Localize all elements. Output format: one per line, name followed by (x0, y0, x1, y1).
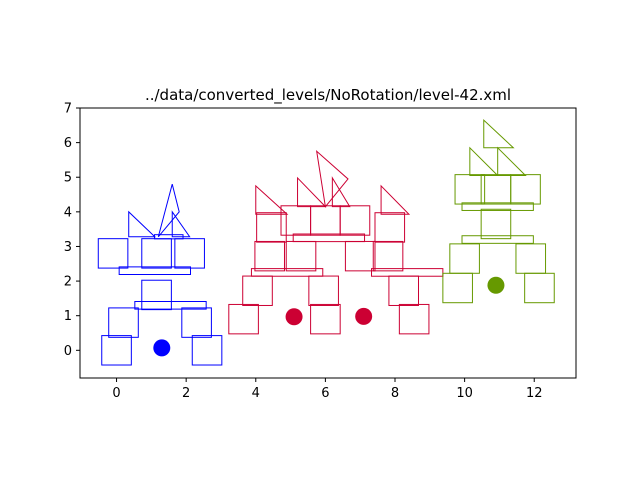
blue-square-block (108, 307, 139, 338)
red-square-block (388, 275, 419, 306)
red-square-block (344, 240, 376, 272)
x-tick-label: 8 (391, 386, 399, 401)
red-bar-block (250, 268, 324, 277)
green-square-block (480, 174, 512, 205)
red-triangle-block (297, 176, 327, 208)
red-square-block (254, 240, 285, 272)
y-tick-label: 1 (64, 309, 72, 324)
green-triangle-block (497, 146, 527, 176)
blue-bar-block (118, 266, 192, 275)
blue-bar-block (134, 301, 207, 310)
y-tick-label: 2 (64, 275, 72, 290)
red-circle-target (355, 307, 373, 325)
red-square-block (310, 205, 341, 236)
blue-square-block (174, 238, 205, 269)
green-bar-block (461, 202, 534, 211)
axes-frame (79, 107, 577, 379)
green-square-block (454, 174, 486, 205)
y-tick-label: 4 (64, 205, 72, 220)
red-square-block (280, 205, 312, 236)
blue-square-block (141, 279, 172, 311)
green-square-block (515, 243, 547, 274)
blue-structure (97, 184, 223, 366)
red-structure (228, 149, 444, 335)
red-square-block (256, 212, 287, 243)
blue-square-block (97, 238, 129, 269)
red-bar-block (371, 268, 444, 277)
blue-triangle-block (128, 210, 157, 238)
x-tick-label: 6 (321, 386, 329, 401)
x-tick-label: 2 (182, 386, 190, 401)
blue-square-block (141, 238, 172, 269)
blue-triangle-block (157, 184, 180, 238)
blue-square-block (191, 335, 223, 366)
red-triangle-block (380, 184, 411, 215)
green-square-block (510, 174, 541, 205)
red-circle-target (285, 308, 303, 326)
green-square-block (449, 243, 480, 274)
red-square-block (310, 303, 341, 335)
green-square-block (480, 208, 512, 240)
red-square-block (285, 240, 317, 272)
green-triangle-block (483, 118, 515, 149)
blue-square-block (101, 335, 132, 366)
red-square-block (398, 303, 430, 335)
blue-square-block (181, 307, 212, 338)
x-tick-label: 12 (526, 386, 543, 401)
red-square-block (372, 240, 404, 272)
red-square-block (228, 303, 259, 335)
green-bar-block (461, 235, 534, 244)
red-square-block (308, 275, 339, 306)
green-triangle-block (469, 146, 499, 176)
red-square-block (374, 212, 406, 243)
red-bar-block (292, 233, 366, 243)
y-tick-label: 7 (64, 102, 72, 117)
blue-circle-target (153, 339, 171, 357)
chart-title: ../data/converted_levels/NoRotation/leve… (145, 86, 511, 105)
red-square-block (242, 275, 273, 306)
green-circle-target (487, 276, 505, 294)
y-tick-label: 6 (64, 136, 72, 151)
plot-layer (97, 118, 555, 366)
y-tick-label: 5 (64, 171, 72, 186)
x-tick-label: 10 (456, 386, 473, 401)
green-structure (442, 118, 555, 304)
green-square-block (442, 272, 473, 304)
y-tick-label: 0 (64, 344, 72, 359)
y-tick-label: 3 (64, 240, 72, 255)
blue-triangle-block (171, 210, 191, 238)
green-square-block (524, 272, 555, 304)
x-tick-label: 4 (252, 386, 260, 401)
x-tick-label: 0 (112, 386, 120, 401)
red-triangle-block (331, 176, 351, 208)
red-triangle-block (315, 149, 349, 208)
red-square-block (339, 205, 371, 236)
red-triangle-block (255, 184, 289, 215)
